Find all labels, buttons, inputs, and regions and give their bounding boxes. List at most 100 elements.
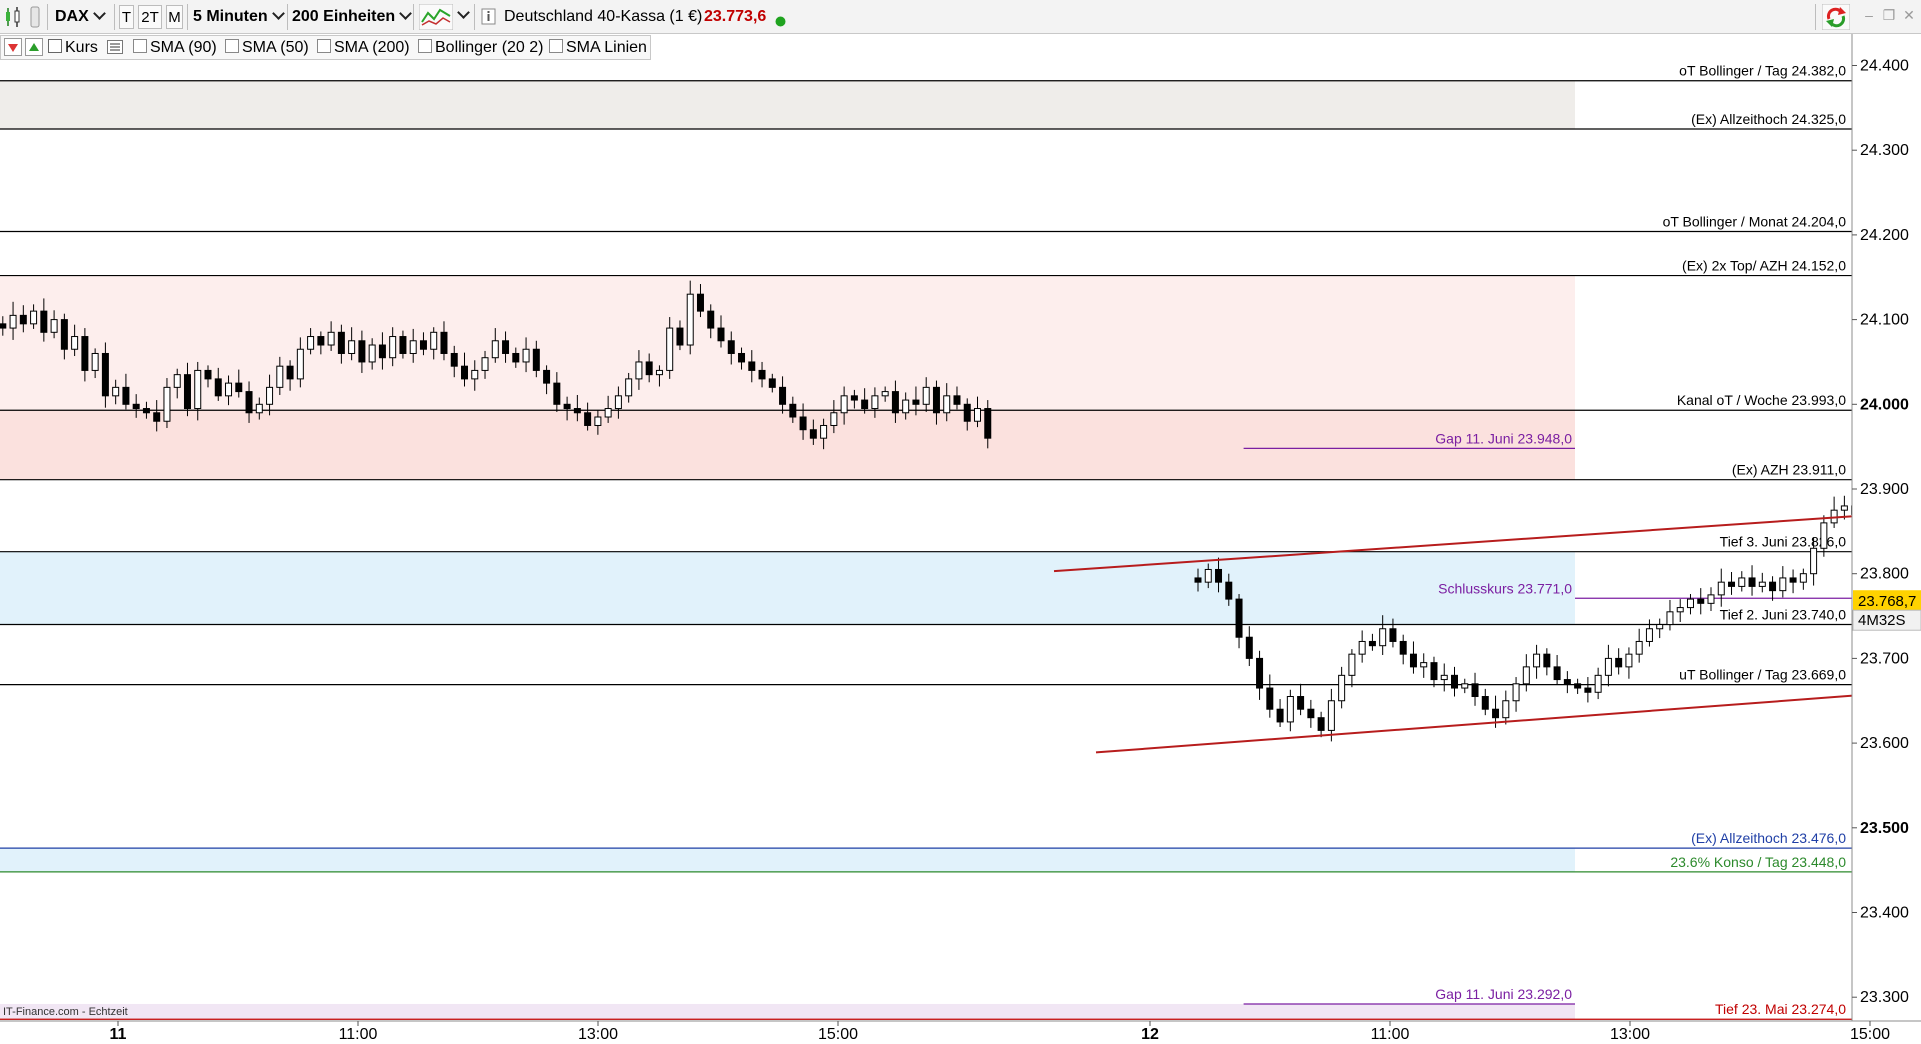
candle-body — [1656, 624, 1664, 630]
candle-body — [163, 386, 171, 422]
candle — [348, 327, 356, 361]
candle — [1615, 648, 1623, 675]
candle — [1892, 544, 1900, 586]
kurs-checkbox[interactable] — [48, 39, 62, 53]
candle-body — [1440, 674, 1448, 681]
candle-body — [891, 391, 899, 414]
candle-body — [1738, 577, 1746, 587]
toolbar: DAX T 2T M 5 Minuten 200 Einheiten Deuts… — [0, 0, 1921, 34]
chevron-down-icon — [399, 7, 413, 20]
candle-body — [522, 348, 530, 363]
indicator-dropdown[interactable] — [456, 4, 470, 28]
sma-90-checkbox[interactable] — [133, 39, 147, 53]
candle — [553, 372, 561, 412]
sma-200-toggle[interactable]: SMA (200) — [317, 38, 410, 58]
bollinger-toggle[interactable]: Bollinger (20 2) — [418, 38, 544, 58]
candle — [943, 383, 951, 422]
symbol-select[interactable]: DAX — [55, 5, 106, 29]
minimize-icon[interactable]: – — [1865, 7, 1873, 23]
candle-body — [1451, 674, 1458, 689]
candle-body — [122, 386, 130, 405]
candle-body — [686, 293, 694, 346]
candle — [666, 317, 674, 379]
sma-50-checkbox[interactable] — [225, 39, 239, 53]
bollinger-checkbox[interactable] — [418, 39, 432, 53]
candle — [1379, 615, 1387, 656]
candle — [748, 350, 756, 383]
sma-lines-label: SMA Linien — [566, 39, 647, 56]
candle — [861, 388, 869, 414]
buy-arrow-icon[interactable] — [25, 38, 43, 58]
candle — [1666, 599, 1674, 631]
candle — [1471, 672, 1479, 706]
close-icon[interactable]: ✕ — [1903, 7, 1915, 23]
candle-body — [1543, 653, 1551, 668]
interval-label: 5 Minuten — [193, 8, 268, 25]
candle-body — [861, 399, 869, 410]
candle — [532, 340, 540, 378]
kurs-toggle[interactable]: Kurs — [48, 38, 98, 58]
x-tick-label: 15:00 — [1850, 1026, 1890, 1043]
period-button-2t[interactable]: 2T — [138, 5, 162, 29]
candle-body — [1420, 662, 1428, 668]
settings-grip-icon[interactable] — [28, 5, 42, 29]
candle-body — [840, 395, 848, 414]
sell-arrow-icon[interactable] — [4, 38, 22, 58]
candle — [1840, 495, 1848, 520]
trend-line — [1095, 689, 1921, 754]
candle — [1604, 644, 1612, 687]
units-label: 200 Einheiten — [292, 8, 396, 25]
candle — [1327, 688, 1335, 742]
info-box-icon[interactable] — [481, 8, 496, 32]
interval-select[interactable]: 5 Minuten — [193, 5, 285, 29]
candle — [963, 398, 971, 431]
candle-body — [255, 403, 263, 414]
candle-body — [461, 365, 468, 380]
candle-body — [1728, 581, 1736, 587]
sma-lines-toggle[interactable]: SMA Linien — [549, 38, 647, 58]
candle-body — [696, 293, 704, 312]
candle — [19, 305, 27, 333]
candle-body — [276, 365, 284, 388]
candle-body — [245, 391, 253, 414]
candle — [1717, 568, 1725, 607]
candle — [522, 337, 530, 373]
toolbar-divider — [114, 4, 115, 30]
candle — [1533, 644, 1541, 679]
sma-50-toggle[interactable]: SMA (50) — [225, 38, 309, 58]
y-tick-label: 23.800 — [1860, 566, 1909, 583]
sma-lines-checkbox[interactable] — [549, 39, 563, 53]
sma-90-label: SMA (90) — [150, 39, 217, 56]
candle-body — [30, 310, 38, 325]
candle-body — [1533, 653, 1541, 668]
units-select[interactable]: 200 Einheiten — [292, 5, 413, 29]
candle-body — [204, 369, 212, 380]
candle-body — [296, 348, 304, 380]
price-zone — [0, 410, 1575, 480]
period-button-t[interactable]: T — [119, 5, 134, 29]
gap-label: Schlusskurs 23.771,0 — [1438, 580, 1572, 596]
candlestick-chart-icon[interactable] — [4, 6, 22, 30]
period-button-m[interactable]: M — [166, 5, 183, 29]
candle-body — [1830, 509, 1838, 524]
indicator-chart-icon[interactable] — [418, 3, 454, 31]
toolbar-divider — [287, 4, 288, 30]
candle — [1902, 569, 1910, 607]
list-icon[interactable] — [107, 40, 123, 60]
y-tick-label: 24.000 — [1860, 396, 1909, 413]
sma-200-checkbox[interactable] — [317, 39, 331, 53]
refresh-icon[interactable] — [1821, 3, 1851, 31]
candle-body — [594, 416, 602, 426]
indicator-bar: Kurs SMA (90) SMA (50) SMA (200) Bolling… — [0, 35, 651, 60]
candle-body — [50, 319, 58, 333]
candle — [1830, 496, 1838, 528]
candle-body — [1348, 653, 1356, 676]
restore-icon[interactable]: ❐ — [1882, 7, 1896, 23]
candle — [225, 375, 233, 406]
candle — [194, 361, 202, 421]
sma-90-toggle[interactable]: SMA (90) — [133, 38, 217, 58]
candle — [1235, 594, 1243, 649]
candle — [368, 338, 376, 370]
candle-body — [809, 429, 817, 439]
